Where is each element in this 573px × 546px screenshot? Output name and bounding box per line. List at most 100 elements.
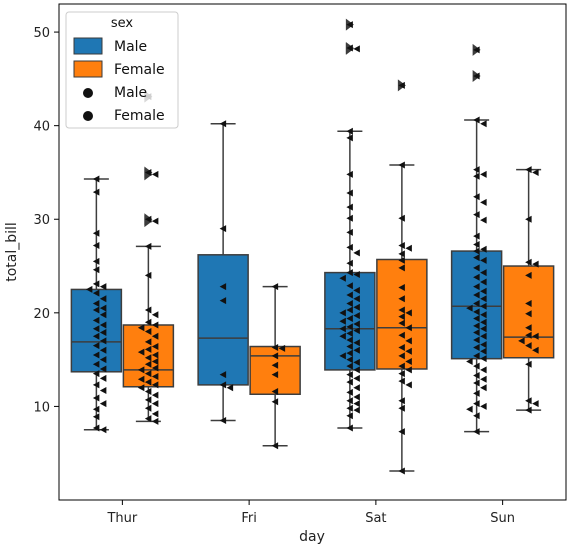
point-female [525, 166, 532, 174]
point-male [346, 323, 353, 331]
point-male [480, 341, 487, 349]
point-male [480, 325, 487, 333]
x-tick-label: Sun [490, 511, 515, 526]
point-female [151, 372, 159, 380]
point-male [339, 309, 346, 317]
point-male [346, 299, 353, 307]
point-female [151, 364, 159, 372]
point-male [480, 347, 487, 355]
point-female [151, 343, 159, 351]
point-female [144, 345, 152, 353]
point-female [405, 324, 412, 332]
point-male [473, 193, 480, 201]
point-male [473, 172, 480, 180]
point-male [480, 332, 487, 340]
point-male [99, 426, 107, 434]
point-female [151, 417, 159, 425]
point-male [473, 72, 480, 80]
box-female-sun [502, 168, 555, 411]
point-female [398, 397, 405, 405]
point-female [398, 404, 405, 412]
point-female [525, 310, 532, 318]
point-male [473, 254, 480, 262]
point-male [473, 264, 480, 272]
point-male [346, 336, 353, 344]
point-female [532, 260, 539, 268]
point-male [346, 228, 353, 236]
point-male [473, 322, 480, 330]
point-female [525, 299, 532, 307]
point-female [144, 215, 152, 223]
point-male [480, 375, 487, 383]
point-female [398, 370, 405, 378]
point-male [99, 356, 107, 364]
point-female [151, 410, 159, 418]
point-male [473, 308, 480, 316]
point-male [480, 355, 487, 363]
point-male [92, 266, 100, 274]
point-female [151, 357, 159, 365]
y-tick-label: 40 [33, 120, 50, 135]
point-male [480, 287, 487, 295]
point-male [473, 299, 480, 307]
point-male [473, 372, 480, 380]
point-female [525, 271, 532, 279]
point-male [99, 328, 107, 336]
point-male [92, 394, 100, 402]
point-female [398, 428, 405, 436]
point-male [92, 257, 100, 265]
point-female [525, 397, 532, 405]
point-male [466, 405, 473, 413]
point-female [532, 346, 539, 354]
point-male [346, 189, 353, 197]
x-tick-label: Sat [365, 511, 386, 526]
point-female [398, 313, 405, 321]
point-male [99, 337, 107, 345]
point-female [525, 324, 532, 332]
point-male [92, 241, 100, 249]
point-female [151, 170, 159, 178]
plot-frame [58, 3, 567, 501]
box-male-fri [197, 123, 249, 422]
point-male [346, 362, 353, 370]
point-female [405, 381, 412, 389]
point-male [346, 127, 353, 135]
legend-label-female-point: Female [114, 108, 165, 124]
point-male [339, 332, 346, 340]
point-female [271, 361, 279, 369]
point-male [346, 44, 353, 52]
point-male [346, 349, 353, 357]
point-female [144, 370, 152, 378]
y-tick-label: 10 [33, 400, 50, 415]
point-female [405, 309, 412, 317]
point-female [398, 81, 405, 89]
point-male [473, 116, 480, 124]
point-female [151, 311, 159, 319]
point-male [346, 329, 353, 337]
point-female [137, 348, 145, 356]
point-male [92, 280, 100, 288]
point-male [92, 360, 100, 368]
point-male [473, 211, 480, 219]
point-female [144, 378, 152, 386]
y-axis-label: total_bill [4, 222, 20, 282]
point-male [473, 352, 480, 360]
point-male [353, 312, 360, 320]
point-male [353, 346, 360, 354]
point-male [473, 46, 480, 54]
point-male [92, 351, 100, 359]
point-male [480, 384, 487, 392]
point-female [151, 351, 159, 359]
point-male [339, 274, 346, 282]
point-male [480, 216, 487, 224]
point-female [271, 398, 279, 406]
point-male [480, 170, 487, 178]
point-female [144, 404, 152, 412]
point-male [99, 400, 107, 408]
point-male [353, 406, 360, 414]
point-female [525, 215, 532, 223]
point-male [480, 295, 487, 303]
point-male [480, 402, 487, 410]
swarm-layer [85, 21, 539, 475]
point-male [353, 45, 360, 53]
